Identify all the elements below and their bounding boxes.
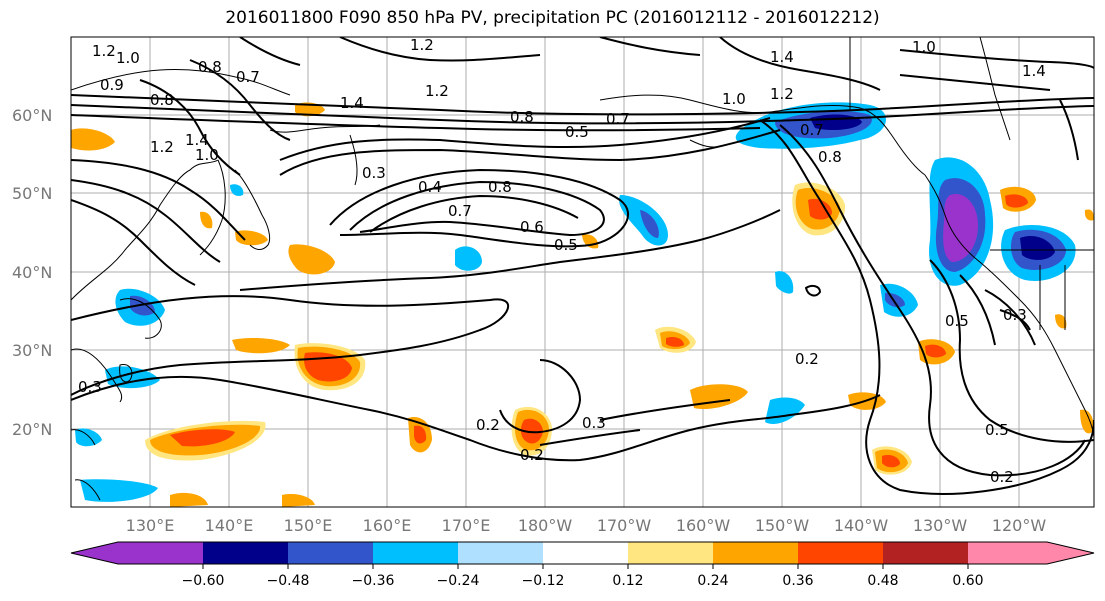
latitude-labels: 60°N 50°N 40°N 30°N 20°N [12, 106, 52, 439]
colorbar-segment [968, 542, 1047, 564]
contour-label: 0.2 [520, 446, 544, 464]
contour-labels: 1.2 1.0 0.8 0.9 0.7 1.2 0.8 1.0 1.2 1.4 … [78, 36, 1046, 486]
map-title: 2016011800 F090 850 hPa PV, precipitatio… [225, 8, 880, 28]
lon-label: 150°W [755, 516, 810, 535]
colorbar-segment [71, 542, 118, 564]
contour-label: 0.3 [1003, 306, 1027, 324]
contour-label: 0.5 [554, 236, 578, 254]
colorbar-outline [70, 541, 1095, 565]
colorbar-segment [118, 542, 203, 564]
contour-label: 1.2 [770, 85, 794, 103]
lon-label: 180°W [518, 516, 573, 535]
longitude-labels: 130°E 140°E 150°E 160°E 170°E 180°W 170°… [126, 516, 1047, 535]
lon-label: 170°W [597, 516, 652, 535]
lat-label: 30°N [12, 341, 52, 360]
contour-label: 0.2 [476, 416, 500, 434]
contour-label: 0.5 [945, 312, 969, 330]
colorbar-segment [883, 542, 968, 564]
contour-label: 0.4 [418, 178, 442, 196]
contour-label: 0.3 [582, 414, 606, 432]
colorbar-segment [203, 542, 288, 564]
colorbar-segment [1047, 542, 1094, 564]
coastlines [71, 37, 1094, 501]
contour-label: 0.7 [800, 121, 824, 139]
contour-label: 1.4 [340, 94, 364, 112]
colorbar-segment [458, 542, 543, 564]
contour-label: 1.0 [912, 38, 936, 56]
colorbar-segment [628, 542, 713, 564]
contour-label: 0.8 [198, 58, 222, 76]
lon-label: 170°E [442, 516, 491, 535]
lat-label: 50°N [12, 184, 52, 203]
lon-label: 140°W [834, 516, 889, 535]
colorbar-tick: 0.60 [952, 573, 983, 589]
contour-label: 1.2 [425, 82, 449, 100]
contour-label: 0.7 [606, 110, 630, 128]
lon-label: 130°E [126, 516, 175, 535]
colorbar: −0.60 −0.48 −0.36 −0.24 −0.12 0.12 0.24 … [70, 541, 1095, 589]
contour-label: 0.8 [510, 108, 534, 126]
contour-label: 0.7 [236, 68, 260, 86]
lon-label: 160°W [676, 516, 731, 535]
colorbar-tick: −0.48 [267, 573, 310, 589]
contour-label: 0.2 [990, 468, 1014, 486]
colorbar-tick: 0.48 [867, 573, 898, 589]
colorbar-tick: −0.60 [182, 573, 225, 589]
contour-label: 0.8 [818, 148, 842, 166]
contour-label: 0.6 [520, 218, 544, 236]
colorbar-segment [798, 542, 883, 564]
colorbar-segment [373, 542, 458, 564]
contour-label: 1.0 [722, 90, 746, 108]
colorbar-tick: −0.12 [522, 573, 565, 589]
colorbar-tick: 0.12 [612, 573, 643, 589]
pv-contours [71, 37, 1094, 495]
lon-label: 120°W [992, 516, 1047, 535]
contour-label: 0.8 [488, 178, 512, 196]
contour-label: 1.4 [1022, 62, 1046, 80]
contour-label: 0.2 [795, 350, 819, 368]
lat-label: 60°N [12, 106, 52, 125]
contour-label: 1.4 [185, 131, 209, 149]
lon-label: 150°E [284, 516, 333, 535]
contour-label: 0.3 [362, 164, 386, 182]
colorbar-tick: −0.24 [437, 573, 480, 589]
contour-label: 1.2 [150, 138, 174, 156]
lon-label: 140°E [205, 516, 254, 535]
colorbar-tick: 0.24 [697, 573, 728, 589]
lat-label: 20°N [12, 420, 52, 439]
contour-label: 0.9 [100, 76, 124, 94]
colorbar-segment [543, 542, 628, 564]
contour-label: 0.7 [448, 202, 472, 220]
colorbar-segment [288, 542, 373, 564]
lat-label: 40°N [12, 263, 52, 282]
contour-label: 1.4 [770, 48, 794, 66]
colorbar-tick: 0.36 [782, 573, 813, 589]
map-frame [70, 36, 1095, 508]
contour-label: 0.5 [985, 421, 1009, 439]
contour-label: 1.2 [92, 42, 116, 60]
lon-label: 160°E [363, 516, 412, 535]
colorbar-tick: −0.36 [352, 573, 395, 589]
lon-label: 130°W [913, 516, 968, 535]
contour-label: 0.8 [150, 91, 174, 109]
contour-label: 1.0 [195, 146, 219, 164]
contour-label: 0.3 [78, 378, 102, 396]
contour-label: 1.0 [116, 49, 140, 67]
colorbar-segment [713, 542, 798, 564]
contour-label: 0.5 [565, 123, 589, 141]
contour-label: 1.2 [410, 36, 434, 54]
precip-shading [71, 102, 1094, 507]
